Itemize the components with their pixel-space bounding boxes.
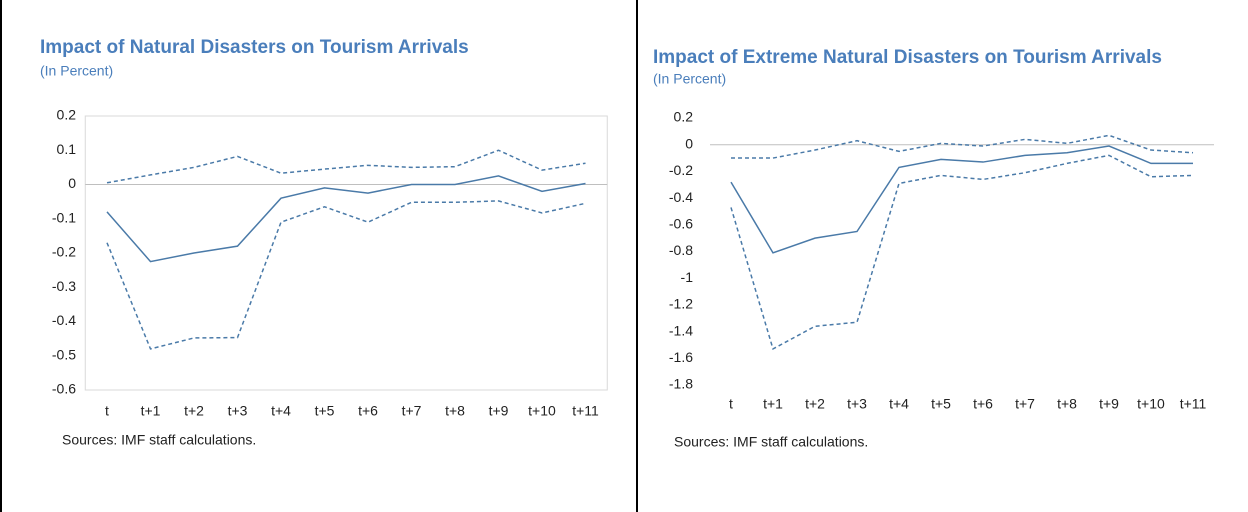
x-tick-label: t+8 bbox=[445, 403, 465, 419]
series-line bbox=[730, 145, 1193, 254]
y-tick-label: -0.1 bbox=[52, 209, 76, 225]
chart-title: Impact of Natural Disasters on Tourism A… bbox=[40, 37, 469, 58]
y-tick-label: -1.2 bbox=[669, 296, 693, 312]
x-tick-label: t+8 bbox=[1057, 396, 1077, 412]
y-tick-label: -0.3 bbox=[52, 278, 76, 294]
x-tick-label: t+1 bbox=[763, 396, 783, 412]
x-tick-label: t+7 bbox=[1015, 396, 1035, 412]
y-tick-label: 0 bbox=[68, 175, 76, 191]
series-line bbox=[731, 134, 1194, 159]
chart-subtitle: (In Percent) bbox=[653, 71, 726, 87]
x-tick-label: t+11 bbox=[572, 403, 599, 419]
y-tick-label: -0.8 bbox=[669, 242, 693, 258]
x-tick-label: t+10 bbox=[1137, 396, 1165, 412]
y-tick-label: -0.2 bbox=[669, 162, 693, 178]
x-tick-label: t+9 bbox=[489, 403, 509, 419]
x-tick-label: t bbox=[729, 396, 733, 412]
x-tick-label: t+9 bbox=[1099, 396, 1119, 412]
x-tick-label: t+5 bbox=[315, 403, 335, 419]
x-tick-label: t+2 bbox=[805, 396, 825, 412]
y-tick-label: -0.4 bbox=[669, 189, 693, 205]
x-tick-label: t+1 bbox=[141, 403, 161, 419]
series-line bbox=[730, 154, 1194, 351]
y-tick-label: -0.5 bbox=[52, 346, 76, 362]
x-tick-label: t bbox=[105, 403, 109, 419]
x-tick-label: t+3 bbox=[847, 396, 867, 412]
series-line bbox=[106, 175, 586, 263]
y-tick-label: -1.6 bbox=[669, 349, 693, 365]
x-tick-label: t+4 bbox=[889, 396, 909, 412]
x-tick-label: t+10 bbox=[528, 403, 556, 419]
x-tick-label: t+7 bbox=[402, 403, 422, 419]
plot-frame bbox=[84, 115, 608, 391]
x-tick-label: t+3 bbox=[228, 403, 248, 419]
series-line bbox=[106, 200, 586, 350]
chart-title: Impact of Extreme Natural Disasters on T… bbox=[653, 47, 1162, 68]
y-tick-label: -0.4 bbox=[52, 312, 76, 328]
y-tick-label: -1.4 bbox=[669, 322, 693, 338]
chart-subtitle: (In Percent) bbox=[40, 63, 113, 79]
x-tick-label: t+11 bbox=[1180, 396, 1207, 412]
series-line bbox=[106, 149, 586, 184]
x-tick-label: t+5 bbox=[931, 396, 951, 412]
y-tick-label: 0.2 bbox=[674, 109, 694, 125]
y-tick-label: -1.8 bbox=[669, 376, 693, 392]
y-tick-label: 0.1 bbox=[57, 141, 77, 157]
x-tick-label: t+4 bbox=[271, 403, 291, 419]
y-tick-label: 0 bbox=[685, 135, 693, 151]
source-note: Sources: IMF staff calculations. bbox=[62, 432, 256, 448]
x-tick-label: t+6 bbox=[973, 396, 993, 412]
x-tick-label: t+2 bbox=[184, 403, 204, 419]
source-note: Sources: IMF staff calculations. bbox=[674, 434, 868, 450]
y-tick-label: 0.2 bbox=[57, 107, 77, 123]
y-tick-label: -0.6 bbox=[52, 381, 76, 397]
y-tick-label: -0.6 bbox=[669, 216, 693, 232]
y-tick-label: -0.2 bbox=[52, 244, 76, 260]
y-tick-label: -1 bbox=[681, 269, 694, 285]
x-tick-label: t+6 bbox=[358, 403, 378, 419]
